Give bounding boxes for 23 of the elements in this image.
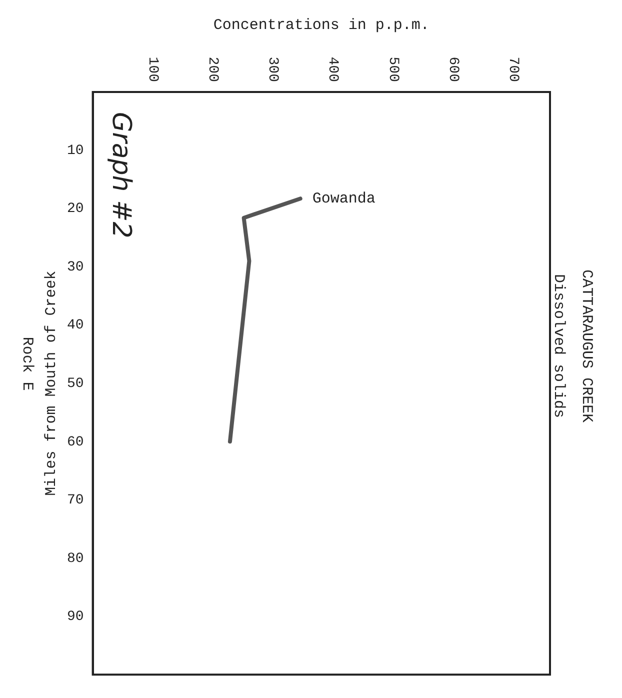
x-tick-label: 300 <box>264 56 281 82</box>
y-tick-label: 90 <box>66 609 84 626</box>
x-tick-label: 100 <box>144 56 160 82</box>
text: Dissolved solids <box>550 274 568 418</box>
y-tick-label: 50 <box>66 376 84 392</box>
y-axis-title: Miles from Mouth of Creek <box>42 270 60 496</box>
annotation: Graph #2 <box>106 112 136 238</box>
x-tick-label: 600 <box>445 56 462 82</box>
x-axis-title: Concentrations in p.p.m. <box>213 16 430 34</box>
text: CATTARAUGUS CREEK <box>578 269 596 423</box>
y-tick-label: 20 <box>66 201 84 218</box>
y-tick-label: 40 <box>66 318 84 334</box>
y-tick-label: 60 <box>66 434 84 450</box>
text: Rock E <box>18 336 36 391</box>
y-tick-label: 30 <box>66 259 84 276</box>
x-tick-label: 500 <box>384 56 401 82</box>
annotation: Gowanda <box>312 190 376 208</box>
y-tick-label: 80 <box>66 550 84 567</box>
x-tick-label: 400 <box>324 56 341 82</box>
x-tick-label: 200 <box>204 56 220 82</box>
y-tick-label: 10 <box>66 142 84 159</box>
y-tick-label: 70 <box>66 492 84 509</box>
x-tick-label: 700 <box>505 56 522 82</box>
